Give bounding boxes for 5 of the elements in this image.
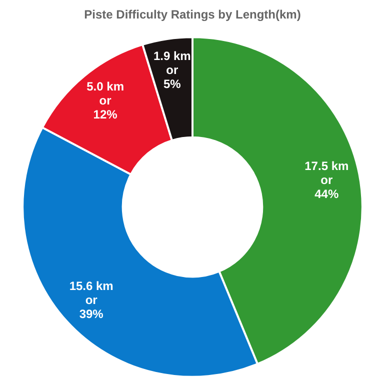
data-label: 5.0 km or 12% (86, 79, 124, 122)
data-label: 17.5 km or 44% (304, 159, 349, 202)
data-label: 15.6 km or 39% (69, 279, 114, 322)
data-label: 1.9 km or 5% (153, 49, 191, 92)
chart-title: Piste Difficulty Ratings by Length(km) (84, 8, 301, 22)
